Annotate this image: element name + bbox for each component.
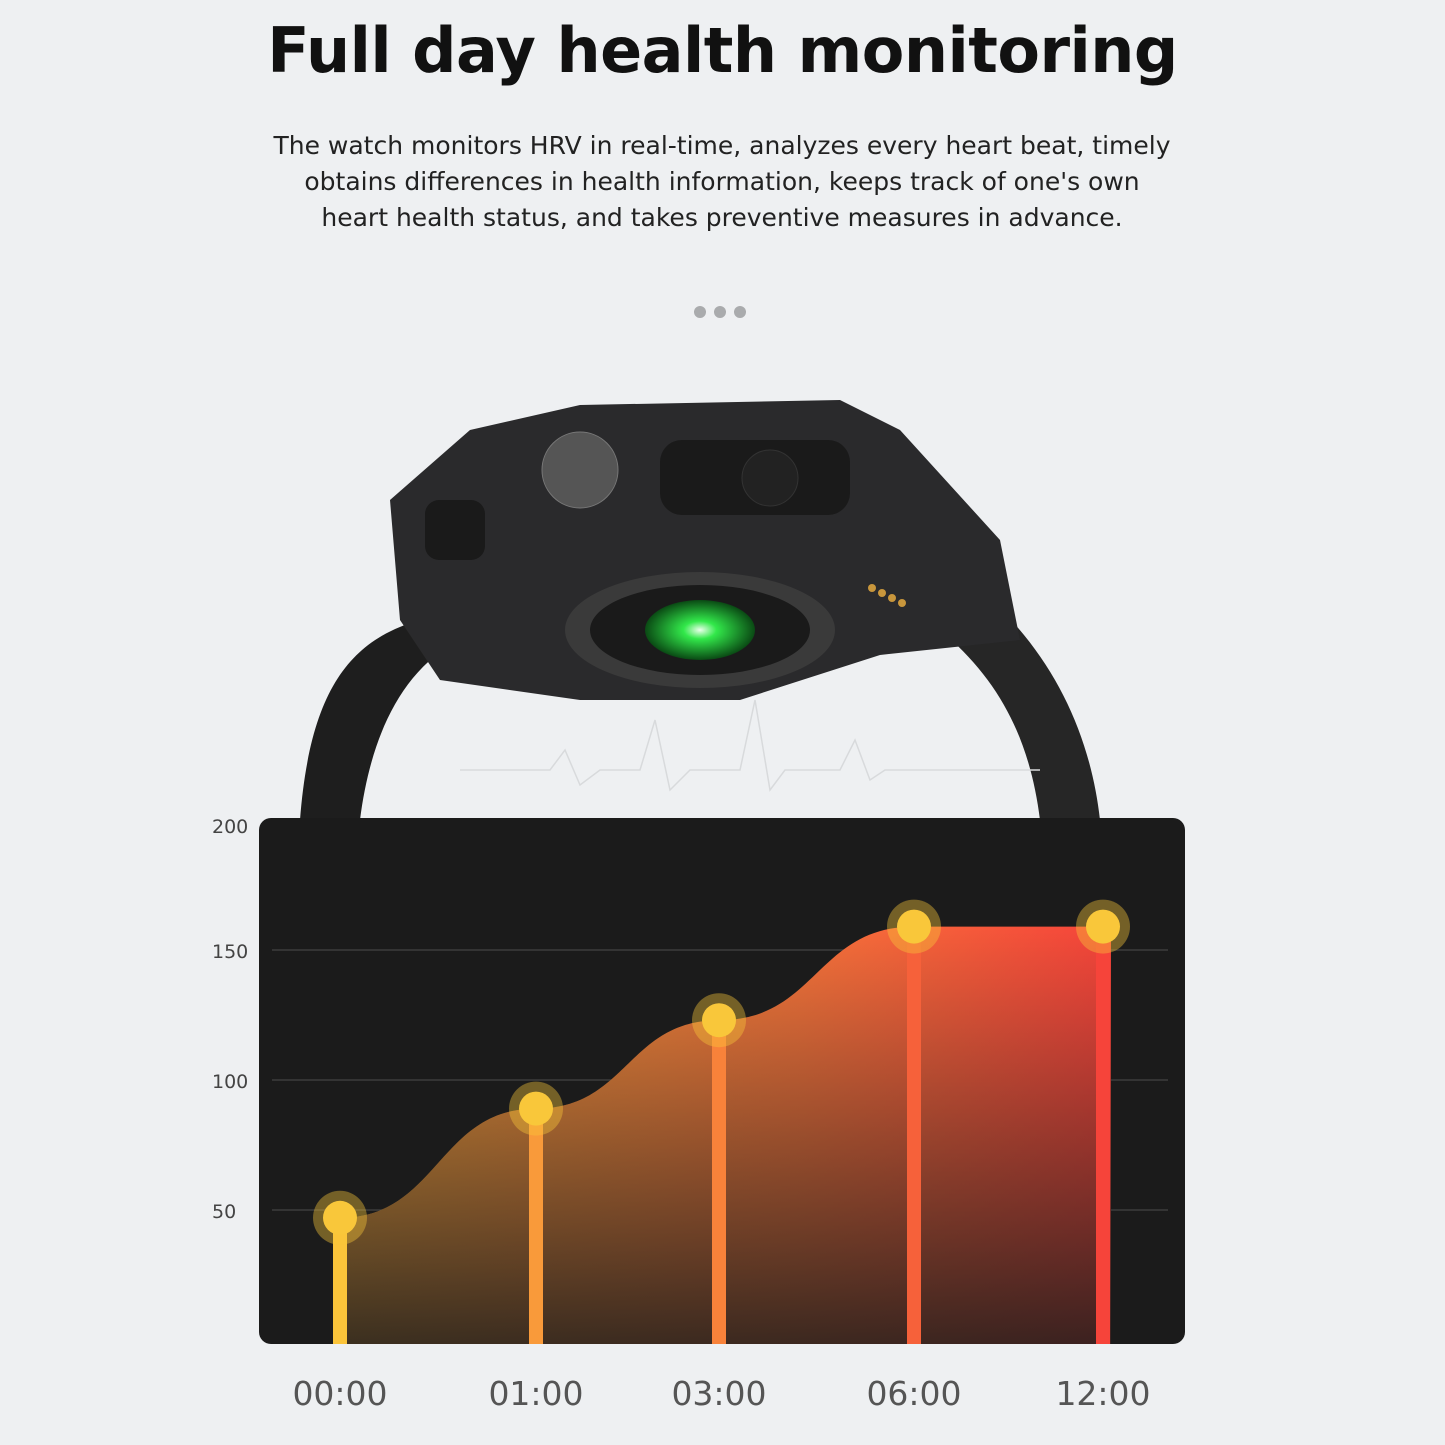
description-line: heart health status, and takes preventiv… bbox=[321, 203, 1123, 232]
x-tick-label: 03:00 bbox=[671, 1374, 766, 1413]
page-title: Full day health monitoring bbox=[267, 14, 1178, 87]
data-point bbox=[519, 1091, 553, 1126]
description-line: obtains differences in health informatio… bbox=[304, 167, 1140, 196]
stem bbox=[907, 926, 921, 1344]
y-tick-label: 100 bbox=[212, 1071, 248, 1093]
y-tick-label: 50 bbox=[212, 1201, 236, 1223]
x-tick-label: 12:00 bbox=[1055, 1374, 1150, 1413]
stem bbox=[333, 1217, 347, 1344]
data-point bbox=[897, 909, 931, 944]
x-tick-label: 00:00 bbox=[292, 1374, 387, 1413]
carousel-dots bbox=[694, 306, 746, 318]
x-tick-label: 01:00 bbox=[488, 1374, 583, 1413]
description: The watch monitors HRV in real-time, ana… bbox=[272, 128, 1172, 236]
stem bbox=[712, 1020, 726, 1344]
smartwatch-image bbox=[300, 400, 1100, 820]
carousel-dot[interactable] bbox=[694, 306, 706, 318]
description-line: The watch monitors HRV in real-time, ana… bbox=[273, 131, 1171, 160]
data-point bbox=[1086, 909, 1120, 944]
carousel-dot[interactable] bbox=[734, 306, 746, 318]
y-tick-label: 150 bbox=[212, 941, 248, 963]
data-point bbox=[702, 1003, 736, 1038]
stem bbox=[529, 1108, 543, 1344]
data-point bbox=[323, 1200, 357, 1235]
carousel-dot[interactable] bbox=[714, 306, 726, 318]
stem bbox=[1096, 926, 1110, 1344]
y-tick-label: 200 bbox=[212, 816, 248, 838]
x-tick-label: 06:00 bbox=[866, 1374, 961, 1413]
